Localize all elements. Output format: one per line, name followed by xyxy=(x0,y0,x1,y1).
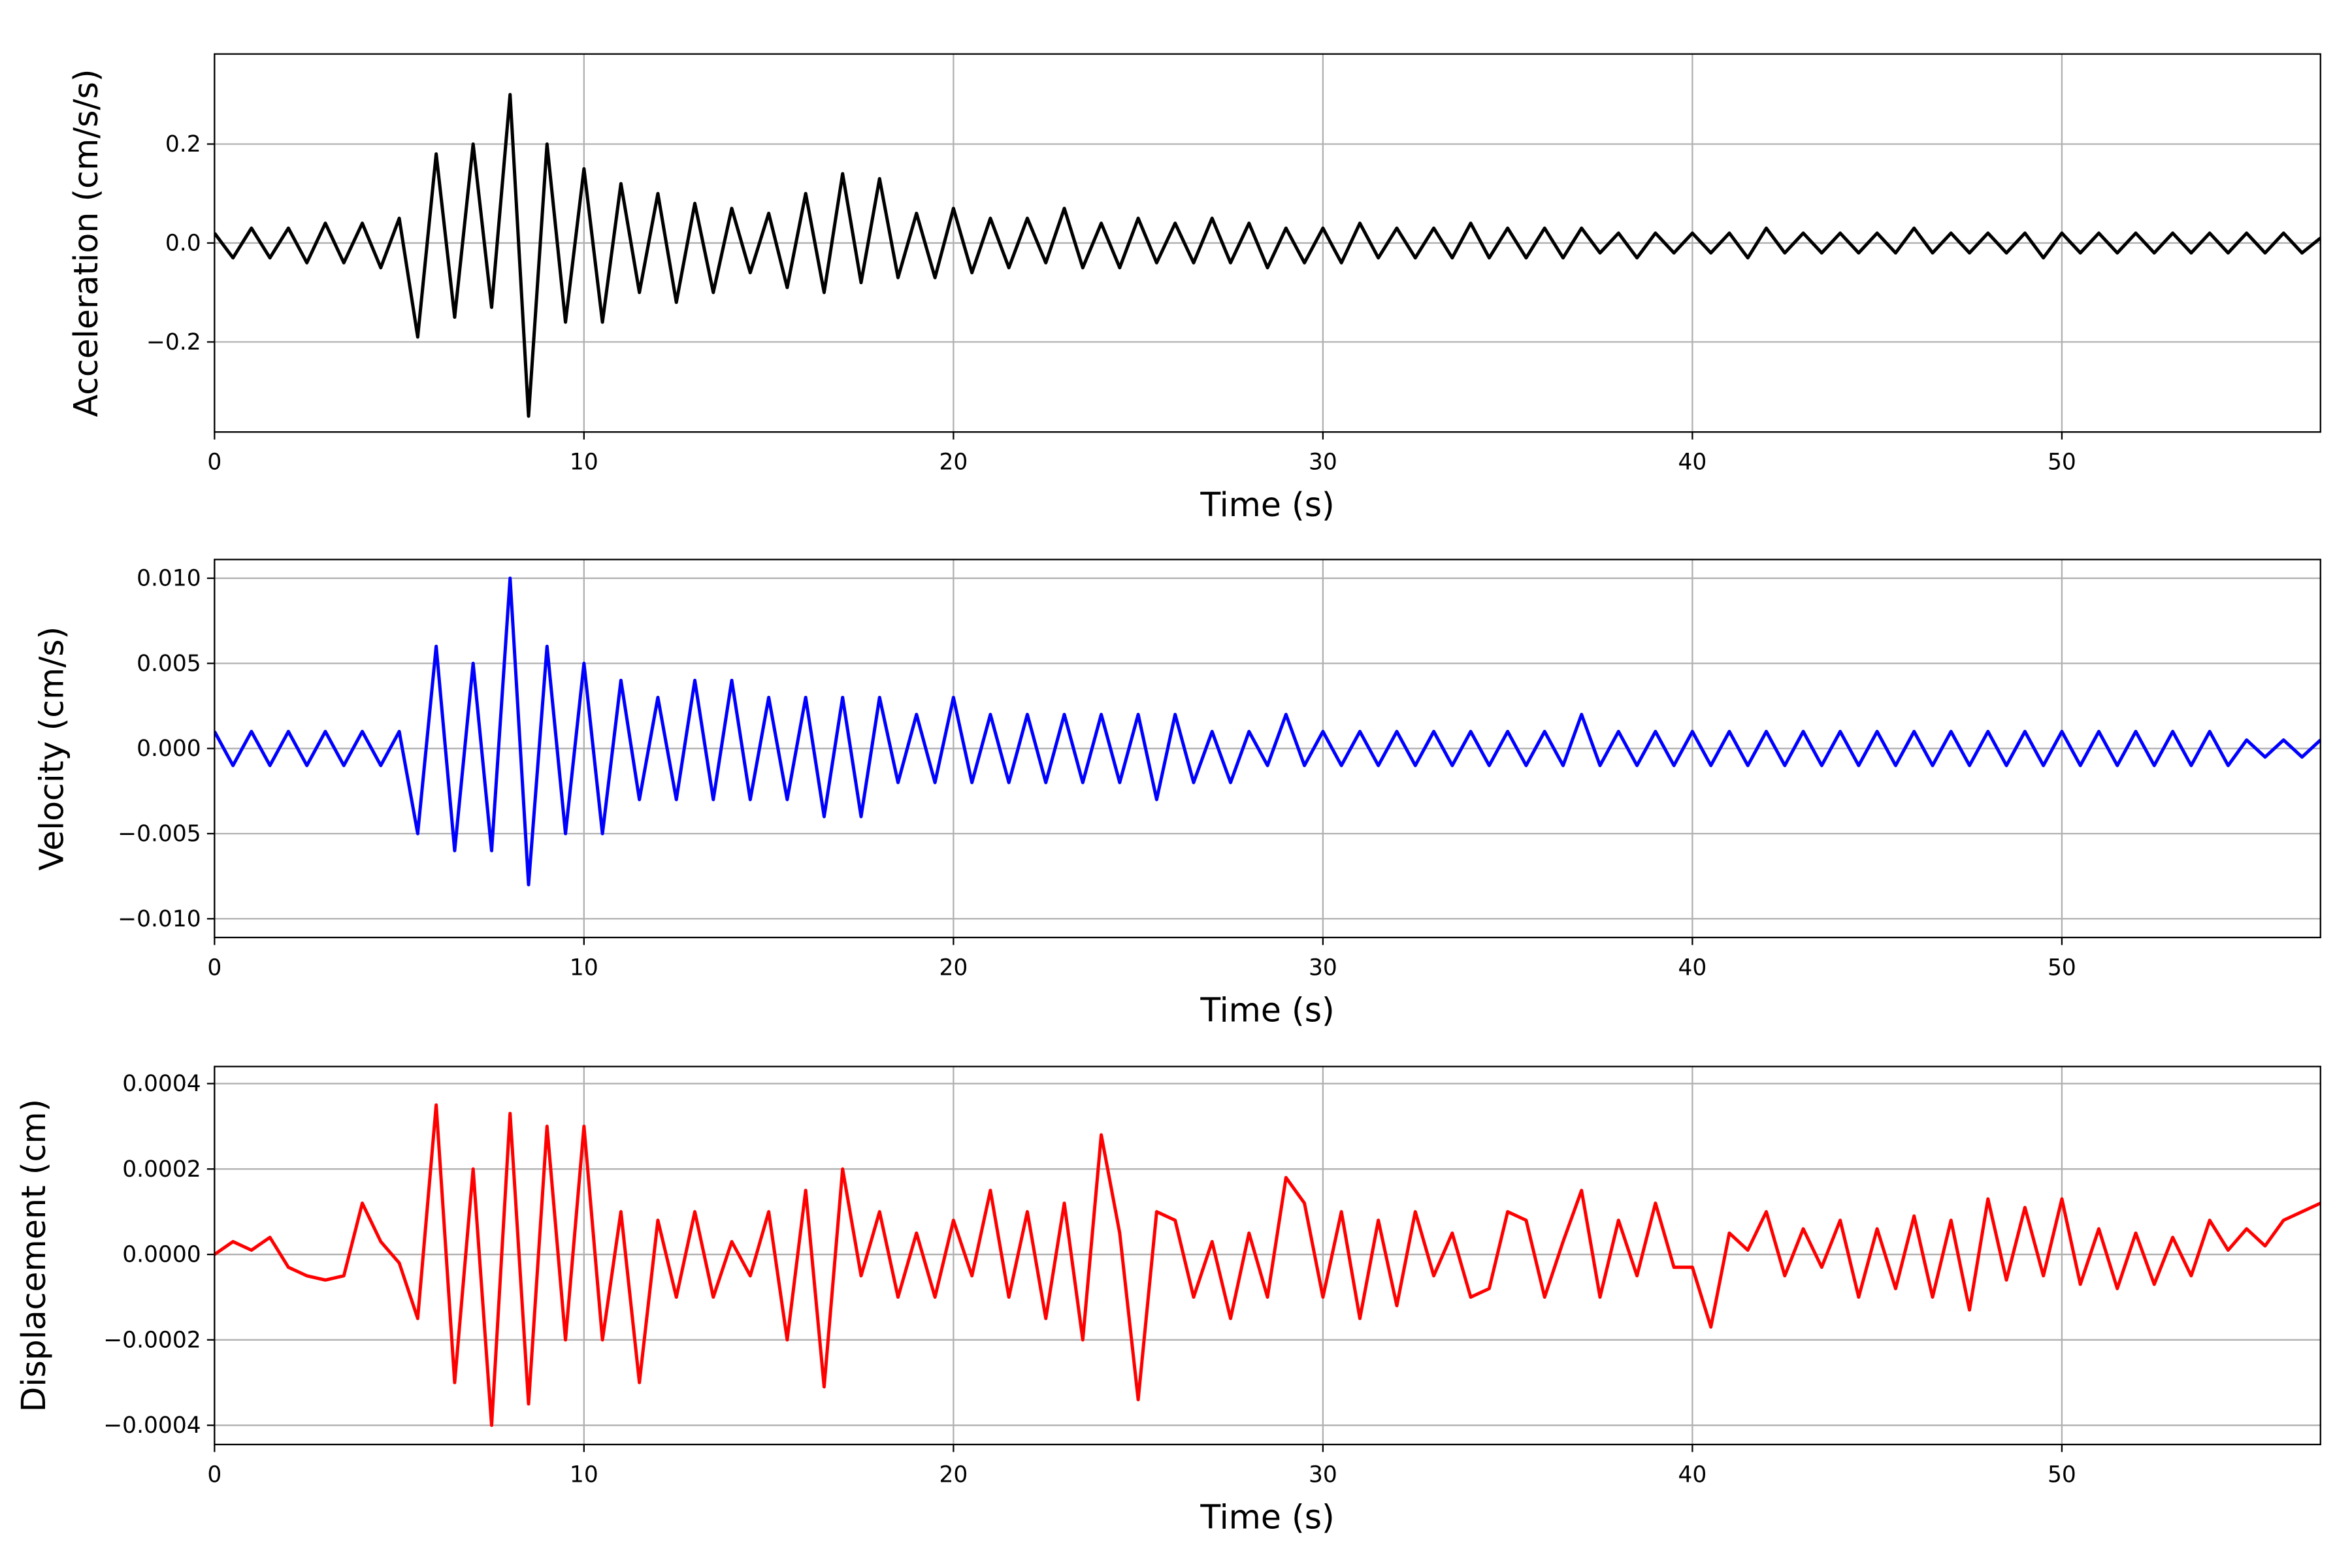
y-tick-label: −0.0004 xyxy=(103,1413,201,1439)
x-tick-label: 40 xyxy=(1678,955,1707,981)
y-tick-label: 0.0 xyxy=(165,230,201,256)
y-tick-label: −0.0002 xyxy=(103,1327,201,1353)
subplot: 0 10 20 30 40 50 −0.2 0.0 0.2 Time (s) Acceleratio… xyxy=(67,53,2321,524)
y-tick-label: 0.000 xyxy=(137,736,201,762)
data-line xyxy=(214,576,2321,887)
x-tick-label: 40 xyxy=(1678,1462,1707,1488)
y-tick-label: 0.0004 xyxy=(122,1071,201,1097)
x-tick-label: 10 xyxy=(570,955,598,981)
plot-area xyxy=(214,576,2321,887)
y-axis-label: Displacement (cm) xyxy=(14,1099,53,1413)
y-axis-label: Velocity (cm/s) xyxy=(32,627,71,871)
data-line xyxy=(214,1103,2321,1428)
x-tick-label: 0 xyxy=(207,1462,221,1488)
axes-frame xyxy=(214,559,2321,939)
x-tick-label: 0 xyxy=(207,449,221,476)
x-tick-label: 30 xyxy=(1309,1462,1337,1488)
x-tick-label: 30 xyxy=(1309,449,1337,476)
y-tick-label: 0.2 xyxy=(165,131,201,157)
y-tick-label: −0.005 xyxy=(118,821,201,847)
y-tick-label: 0.010 xyxy=(137,566,201,592)
x-tick-label: 10 xyxy=(570,449,598,476)
x-axis-label: Time (s) xyxy=(1200,991,1334,1030)
x-tick-label: 10 xyxy=(570,1462,598,1488)
y-axis-label: Acceleration (cm/s/s) xyxy=(67,69,105,417)
subplot: 0 10 20 30 40 50 −0.010 −0.005 0.000 0.005 0.010 Ti… xyxy=(32,559,2321,1030)
plot-area xyxy=(214,93,2321,418)
axes-frame xyxy=(214,53,2321,433)
y-tick-label: −0.2 xyxy=(146,329,201,355)
x-tick-label: 40 xyxy=(1678,449,1707,476)
y-tick-label: −0.010 xyxy=(118,906,201,932)
x-tick-label: 20 xyxy=(939,955,968,981)
x-tick-label: 50 xyxy=(2048,449,2076,476)
x-tick-label: 20 xyxy=(939,1462,968,1488)
y-tick-label: 0.005 xyxy=(137,651,201,677)
x-tick-label: 50 xyxy=(2048,1462,2076,1488)
x-tick-label: 30 xyxy=(1309,955,1337,981)
data-line xyxy=(214,93,2321,418)
x-axis-label: Time (s) xyxy=(1200,485,1334,524)
plot-area xyxy=(214,1103,2321,1428)
axes-frame xyxy=(214,1066,2321,1446)
x-tick-label: 20 xyxy=(939,449,968,476)
y-tick-label: 0.0002 xyxy=(122,1156,201,1183)
y-tick-label: 0.0000 xyxy=(122,1242,201,1268)
x-tick-label: 0 xyxy=(207,955,221,981)
x-axis-label: Time (s) xyxy=(1200,1498,1334,1537)
x-tick-label: 50 xyxy=(2048,955,2076,981)
subplot: 0 10 20 30 40 50 −0.0004 −0.0002 0.0000 0.0002 0.0… xyxy=(14,1066,2321,1537)
